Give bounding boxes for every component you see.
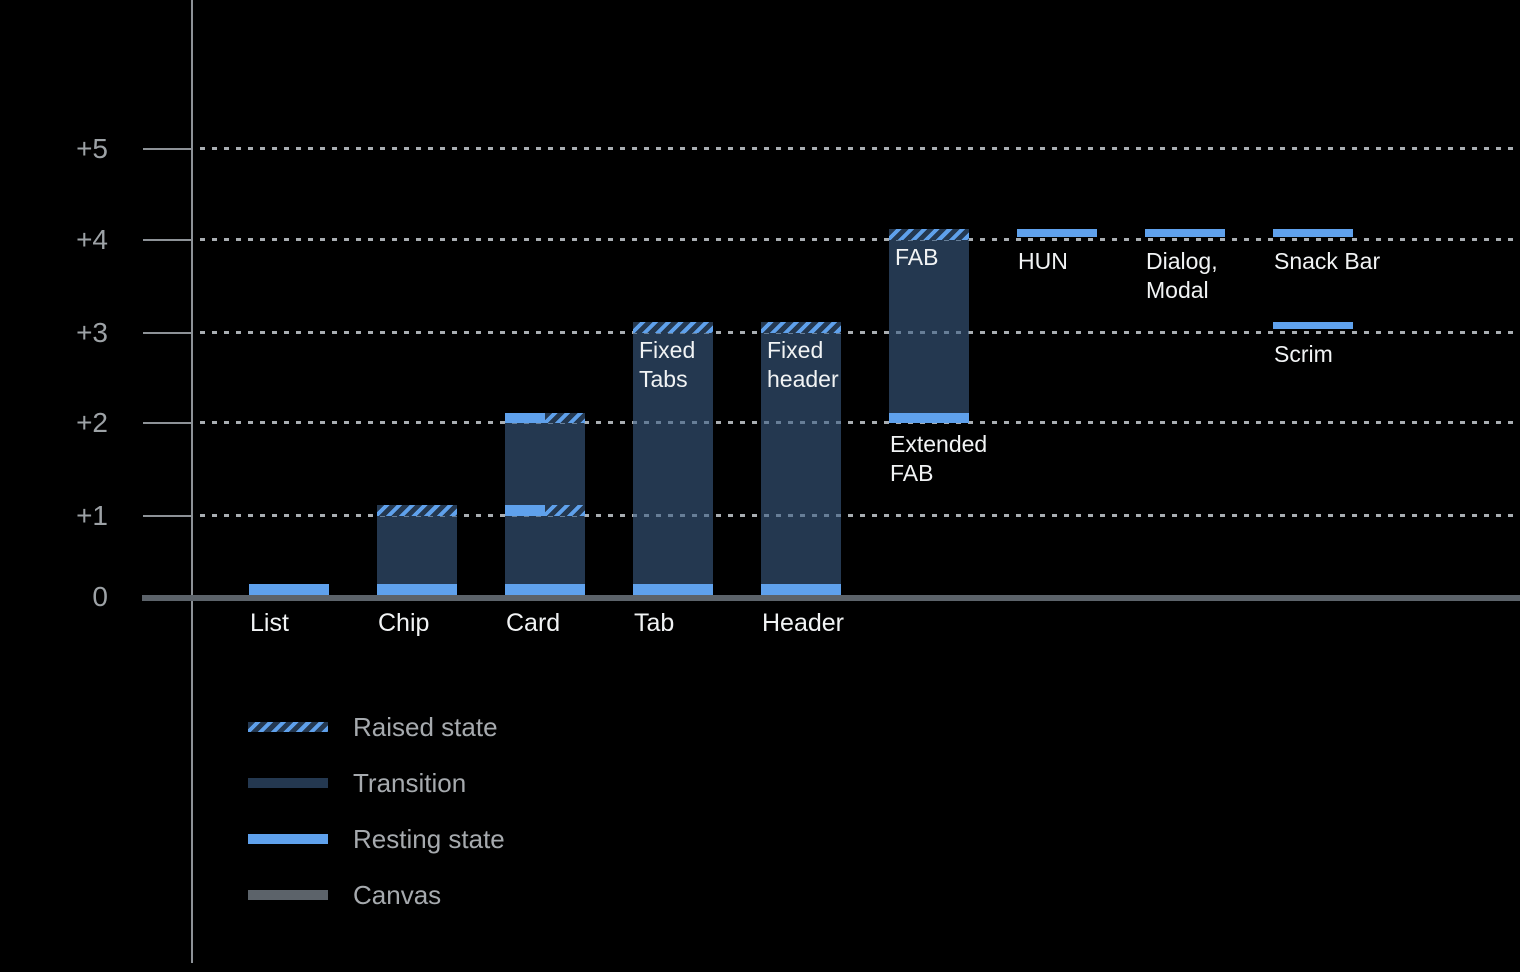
transition-segment bbox=[633, 333, 713, 585]
gridline bbox=[200, 514, 1520, 517]
raised-segment bbox=[633, 321, 713, 333]
resting-segment bbox=[1273, 321, 1353, 330]
transition-swatch-icon bbox=[248, 778, 328, 788]
y-axis-line bbox=[191, 0, 193, 963]
y-axis-label: +2 bbox=[76, 407, 108, 438]
bar-label: Fixed Tabs bbox=[639, 337, 696, 392]
raised-segment bbox=[545, 504, 585, 516]
bar-label: Extended FAB bbox=[890, 431, 988, 486]
y-axis-tick bbox=[143, 332, 193, 334]
raised-segment bbox=[377, 504, 457, 516]
legend-label: Transition bbox=[353, 768, 467, 798]
y-axis-label: +4 bbox=[76, 224, 108, 255]
resting-segment bbox=[505, 413, 545, 423]
category-label: List bbox=[250, 609, 289, 637]
bar-label: Snack Bar bbox=[1274, 248, 1381, 274]
y-axis-tick bbox=[143, 422, 193, 424]
legend-label: Raised state bbox=[353, 712, 498, 742]
resting-segment bbox=[1017, 229, 1097, 238]
legend-item-raised-state: Raised state bbox=[248, 699, 505, 755]
transition-segment bbox=[505, 423, 585, 585]
gridline bbox=[200, 147, 1520, 150]
legend-item-transition: Transition bbox=[248, 755, 505, 811]
bar-label: Scrim bbox=[1274, 341, 1333, 367]
resting-segment bbox=[633, 584, 713, 595]
transition-segment bbox=[377, 516, 457, 585]
bar-label: Fixed header bbox=[767, 337, 839, 392]
transition-segment bbox=[761, 333, 841, 585]
category-label: Chip bbox=[378, 609, 430, 637]
y-axis-label: 0 bbox=[92, 581, 108, 612]
transition-segment bbox=[889, 240, 969, 414]
legend-label: Canvas bbox=[353, 880, 442, 910]
canvas-swatch-icon bbox=[248, 890, 328, 900]
bar-label: HUN bbox=[1018, 248, 1068, 274]
y-axis-tick bbox=[143, 148, 193, 150]
legend: Raised state Transition Resting state Ca… bbox=[248, 699, 505, 923]
resting-state-swatch-icon bbox=[248, 834, 328, 844]
y-axis-tick bbox=[143, 239, 193, 241]
y-axis-label: +5 bbox=[76, 133, 108, 164]
canvas-baseline bbox=[142, 595, 1520, 601]
resting-segment bbox=[249, 584, 329, 595]
resting-segment bbox=[889, 413, 969, 423]
legend-item-resting-state: Resting state bbox=[248, 811, 505, 867]
legend-item-canvas: Canvas bbox=[248, 867, 505, 923]
raised-segment bbox=[761, 321, 841, 333]
y-axis-tick bbox=[143, 515, 193, 517]
resting-segment bbox=[377, 584, 457, 595]
bar-label: Dialog, Modal bbox=[1146, 248, 1218, 303]
category-label: Header bbox=[762, 609, 844, 637]
gridline bbox=[200, 238, 1520, 241]
resting-segment bbox=[505, 584, 585, 595]
y-axis-label: +3 bbox=[76, 317, 108, 348]
category-label: Tab bbox=[634, 609, 675, 637]
category-label: Card bbox=[506, 609, 561, 637]
gridline bbox=[200, 421, 1520, 424]
resting-segment bbox=[1145, 229, 1225, 238]
y-axis-label: +1 bbox=[76, 500, 108, 531]
raised-segment bbox=[889, 229, 969, 240]
bar-label: FAB bbox=[895, 244, 939, 270]
resting-segment bbox=[1273, 229, 1353, 238]
raised-state-swatch-icon bbox=[248, 722, 328, 732]
raised-segment bbox=[545, 413, 585, 423]
resting-segment bbox=[761, 584, 841, 595]
legend-label: Resting state bbox=[353, 824, 505, 854]
gridline bbox=[200, 331, 1520, 334]
resting-segment bbox=[505, 504, 545, 516]
